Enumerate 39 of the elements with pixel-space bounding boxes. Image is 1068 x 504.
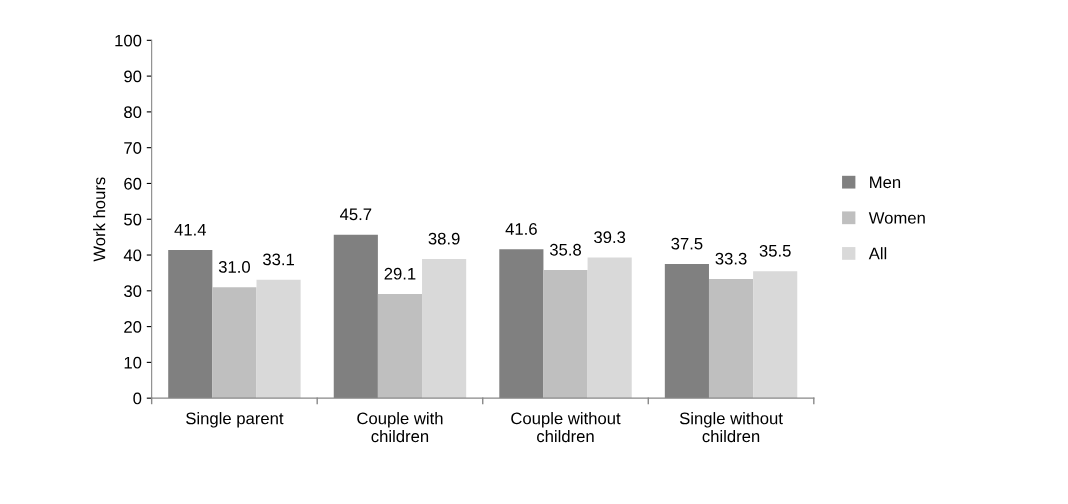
legend-label: All [868,247,887,260]
data-label: 35.5 [759,244,791,257]
bar [422,258,467,399]
x-tick-label: Couple with children [357,412,443,443]
data-label: 37.5 [671,237,703,250]
data-label: 31.0 [218,261,250,273]
data-label: 33.3 [715,252,747,265]
y-tick-label: 70 [124,142,142,154]
x-tick-label: Single parent [186,412,284,428]
y-tick-label: 10 [124,356,142,369]
data-label: 38.9 [428,232,460,245]
y-tick-label: 90 [124,70,142,83]
data-label: 29.1 [384,267,416,280]
bar [377,294,423,399]
data-label: 41.4 [174,223,207,236]
y-tick-label: 0 [133,392,142,405]
data-label: 41.6 [505,223,537,235]
legend-label: Women [868,212,925,224]
legend-label: Men [870,176,901,189]
data-label: 35.8 [549,243,581,256]
y-tick-label: 50 [124,213,142,226]
y-tick-label: 30 [124,285,142,298]
data-label: 39.3 [594,231,626,244]
bar [256,279,301,399]
bar [708,279,754,399]
y-tick-label: 80 [124,106,142,119]
bar [587,257,632,399]
x-tick-label: Single without children [679,412,783,443]
bar [543,270,588,399]
bar [753,271,798,399]
data-label: 45.7 [339,208,372,221]
data-label: 33.1 [262,253,294,266]
x-tick-label: Couple without children [511,412,621,443]
bar [212,287,257,399]
y-tick-label: 40 [123,249,142,262]
y-tick-label: 20 [124,320,142,333]
y-axis-title: Work hours [93,177,106,262]
y-tick-label: 100 [115,34,142,47]
y-tick-label: 60 [124,177,142,190]
